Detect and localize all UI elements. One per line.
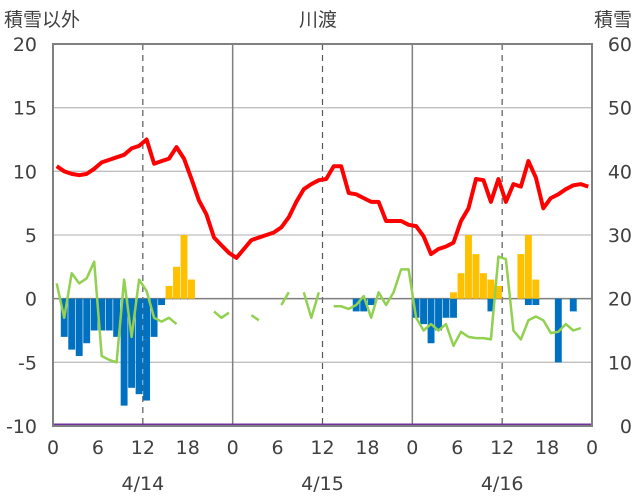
yellow-bar bbox=[450, 292, 457, 299]
blue-bar bbox=[487, 298, 495, 312]
blue-bar bbox=[90, 298, 98, 331]
left-tick-label: -5 bbox=[18, 352, 37, 374]
x-tick-label: 6 bbox=[92, 437, 104, 459]
left-tick-label: 0 bbox=[25, 289, 37, 311]
blue-bar bbox=[113, 298, 121, 337]
plot-frame bbox=[52, 43, 593, 427]
blue-bar bbox=[360, 298, 368, 312]
blue-bar bbox=[524, 298, 532, 306]
left-tick-label: 20 bbox=[13, 34, 37, 56]
blue-bar bbox=[450, 298, 457, 318]
green-series-line bbox=[55, 255, 582, 364]
x-axis: 0 6 12 18 0 6 12 18 0 6 12 18 0 bbox=[47, 437, 598, 459]
x-tick-label: 0 bbox=[586, 437, 598, 459]
date-label: 4/16 bbox=[481, 473, 524, 495]
x-tick-label: 12 bbox=[310, 437, 334, 459]
x-tick-label: 6 bbox=[272, 437, 284, 459]
blue-bar bbox=[105, 298, 113, 331]
x-tick-label: 0 bbox=[406, 437, 418, 459]
left-axis: 20 15 10 5 0 -5 -10 bbox=[6, 34, 37, 438]
blue-bar bbox=[367, 298, 375, 306]
red-series-line bbox=[55, 137, 589, 260]
right-tick-label: 50 bbox=[608, 98, 632, 120]
blue-bar bbox=[68, 298, 76, 350]
right-tick-label: 10 bbox=[608, 352, 632, 374]
x-tick-label: 12 bbox=[131, 437, 155, 459]
chart-title: 川渡 bbox=[299, 9, 337, 31]
blue-bar bbox=[435, 298, 442, 331]
blue-bar bbox=[128, 298, 136, 388]
blue-bar bbox=[143, 298, 151, 401]
left-tick-label: -10 bbox=[6, 416, 37, 438]
yellow-bar bbox=[465, 235, 472, 299]
x-tick-label: 6 bbox=[451, 437, 463, 459]
yellow-bar bbox=[165, 285, 173, 299]
right-tick-label: 20 bbox=[608, 289, 632, 311]
blue-bar bbox=[532, 298, 540, 306]
blue-bar bbox=[158, 298, 165, 306]
blue-bar bbox=[569, 298, 577, 312]
left-tick-label: 5 bbox=[25, 225, 37, 247]
x-tick-label: 18 bbox=[535, 437, 559, 459]
blue-bar bbox=[98, 298, 106, 331]
x-tick-label: 0 bbox=[47, 437, 59, 459]
left-axis-header: 積雪以外 bbox=[4, 9, 80, 31]
yellow-bar bbox=[480, 273, 487, 299]
blue-bar bbox=[427, 298, 435, 344]
blue-bar bbox=[75, 298, 83, 356]
yellow-bar bbox=[180, 235, 188, 299]
right-tick-label: 30 bbox=[608, 225, 632, 247]
left-tick-label: 15 bbox=[13, 98, 37, 120]
yellow-bar bbox=[457, 273, 465, 299]
yellow-bar bbox=[524, 235, 532, 299]
blue-bar bbox=[120, 298, 128, 406]
yellow-bar bbox=[487, 279, 495, 299]
right-axis-header: 積雪 bbox=[594, 9, 632, 31]
yellow-bar bbox=[188, 279, 195, 299]
date-label: 4/14 bbox=[121, 473, 164, 495]
date-label: 4/15 bbox=[301, 473, 344, 495]
date-labels: 4/14 4/15 4/16 bbox=[121, 473, 523, 495]
blue-bar bbox=[412, 298, 420, 318]
left-tick-label: 10 bbox=[13, 161, 37, 183]
yellow-bar bbox=[472, 254, 480, 299]
bars bbox=[60, 235, 577, 406]
x-tick-label: 18 bbox=[176, 437, 200, 459]
right-axis: 60 50 40 30 20 10 0 bbox=[608, 34, 632, 438]
right-tick-label: 60 bbox=[608, 34, 632, 56]
x-tick-label: 12 bbox=[490, 437, 514, 459]
yellow-bar bbox=[173, 266, 180, 299]
yellow-bar bbox=[532, 279, 540, 299]
plot-border bbox=[52, 43, 593, 427]
grid bbox=[53, 44, 592, 426]
blue-bar bbox=[135, 298, 143, 395]
blue-bar bbox=[442, 298, 450, 318]
blue-bar bbox=[83, 298, 91, 344]
x-tick-label: 0 bbox=[227, 437, 239, 459]
x-tick-label: 18 bbox=[355, 437, 379, 459]
blue-bar bbox=[420, 298, 428, 325]
yellow-bar bbox=[494, 285, 502, 299]
right-tick-label: 0 bbox=[620, 416, 632, 438]
right-tick-label: 40 bbox=[608, 161, 632, 183]
yellow-bar bbox=[517, 254, 525, 299]
